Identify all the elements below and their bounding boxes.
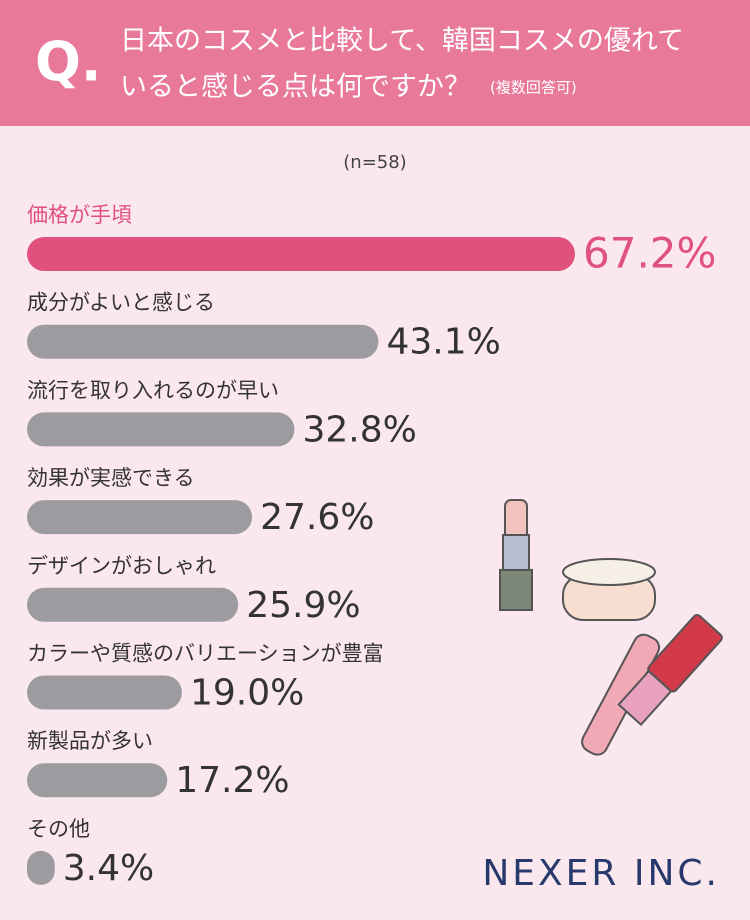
category-label: カラーや質感のバリエーションが豊富	[27, 642, 384, 666]
value-label: 32.8%	[302, 409, 416, 450]
bar	[27, 324, 379, 359]
title-line: いると感じる点は何ですか？	[120, 72, 471, 103]
value-label: 3.4%	[63, 848, 154, 889]
subtitle: (n=58)	[343, 152, 406, 173]
category-label: 新製品が多い	[27, 729, 153, 753]
bar	[27, 675, 182, 710]
bar	[27, 237, 575, 271]
bar	[27, 587, 239, 622]
title-note: (複数回答可)	[490, 79, 577, 97]
value-label: 67.2%	[583, 229, 716, 278]
category-label: その他	[27, 817, 90, 841]
category-label: 成分がよいと感じる	[27, 291, 215, 315]
category-label: デザインがおしゃれ	[27, 554, 216, 578]
q-mark: Q.	[35, 31, 101, 94]
value-label: 19.0%	[190, 673, 304, 714]
category-label: 価格が手頃	[27, 203, 132, 227]
cosmetics-illustration	[499, 499, 723, 756]
value-label: 27.6%	[260, 497, 374, 538]
value-label: 17.2%	[175, 760, 289, 801]
title-line: 日本のコスメと比較して、韓国コスメの優れて	[120, 26, 684, 57]
bar	[27, 412, 295, 447]
value-label: 43.1%	[386, 322, 500, 363]
category-label: 流行を取り入れるのが早い	[27, 378, 279, 402]
bar	[27, 500, 253, 535]
logo: NEXER INC.	[482, 853, 720, 894]
value-label: 25.9%	[246, 585, 360, 626]
category-label: 効果が実感できる	[27, 466, 195, 490]
bar	[27, 763, 168, 798]
header-band	[0, 0, 750, 126]
bar	[27, 850, 55, 885]
